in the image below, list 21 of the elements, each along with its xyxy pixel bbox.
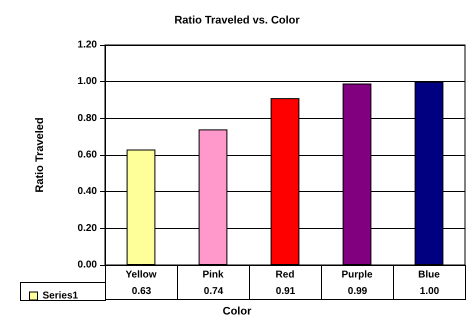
x-tick-label: Yellow xyxy=(125,270,157,280)
legend-label: Series1 xyxy=(42,290,79,302)
chart-title: Ratio Traveled vs. Color xyxy=(174,14,300,26)
x-tick-label: Pink xyxy=(202,270,224,280)
x-tick-label: Purple xyxy=(341,270,373,280)
y-tick-label: 0.60 xyxy=(78,150,98,160)
y-tick-label: 0.20 xyxy=(78,222,98,234)
data-label: 0.99 xyxy=(321,283,394,300)
x-tick-label: Blue xyxy=(418,270,440,280)
data-label: 1.00 xyxy=(393,283,466,300)
data-label: 0.63 xyxy=(105,283,178,300)
y-tick-label: 1.20 xyxy=(78,40,98,50)
y-tick-label: 0.00 xyxy=(78,260,98,270)
x-axis-title: Color xyxy=(222,306,252,318)
y-tick-label: 1.00 xyxy=(78,76,98,88)
data-label: 0.74 xyxy=(177,283,250,300)
y-axis-title: Ratio Traveled xyxy=(34,117,46,193)
y-tick-label: 0.80 xyxy=(78,112,98,124)
data-label: 0.91 xyxy=(249,283,322,300)
y-tick-label: 0.40 xyxy=(78,186,98,198)
x-tick-label: Red xyxy=(276,270,294,280)
